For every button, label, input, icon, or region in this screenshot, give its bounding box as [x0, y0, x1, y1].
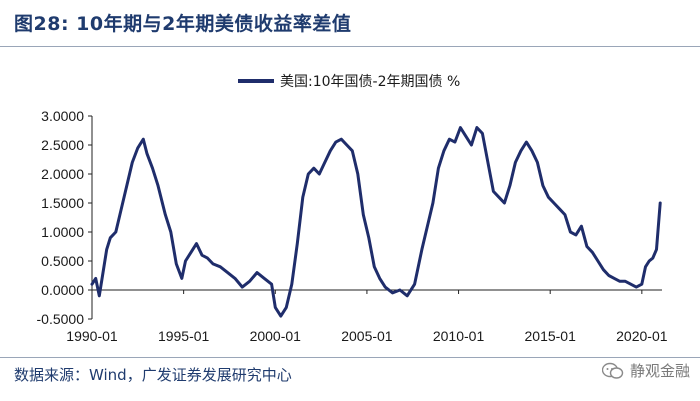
watermark: 静观金融	[601, 360, 690, 381]
x-tick-label: 2005-01	[341, 328, 393, 344]
source-note: 数据来源：Wind，广发证券发展研究中心	[14, 366, 292, 384]
y-tick-label: 1.5000	[41, 195, 84, 211]
chart-title: 图28: 10年期与2年期美债收益率差值	[14, 12, 352, 35]
x-tick-label: 1990-01	[66, 328, 118, 344]
title-divider	[0, 46, 700, 47]
x-tick-label: 1995-01	[158, 328, 210, 344]
legend-label: 美国:10年国债-2年期国债 %	[280, 74, 460, 90]
y-tick-label: -0.5000	[37, 311, 85, 327]
x-tick-label: 2015-01	[525, 328, 577, 344]
y-tick-label: 2.0000	[41, 166, 84, 182]
y-tick-label: 0.5000	[41, 253, 84, 269]
x-tick-label: 2020-01	[616, 328, 668, 344]
legend: 美国:10年国债-2年期国债 %	[238, 74, 460, 90]
y-axis: 3.0000 2.5000 2.0000 1.5000 1.0000 0.5000 0.00…	[37, 108, 93, 327]
y-tick-label: 2.5000	[41, 137, 84, 153]
y-tick-label: 0.0000	[41, 282, 84, 298]
x-tick-label: 2000-01	[250, 328, 302, 344]
footer-divider	[0, 357, 700, 358]
yield-spread-chart: 美国:10年国债-2年期国债 % 3.0000 2.5000 2.0000 1.500…	[37, 74, 668, 344]
series-line	[90, 126, 662, 318]
plot-area	[90, 126, 662, 318]
wechat-icon	[601, 362, 624, 379]
x-tick-label: 2010-01	[433, 328, 485, 344]
watermark-text: 静观金融	[629, 362, 690, 380]
y-tick-label: 3.0000	[41, 108, 84, 124]
x-axis: 1990-01 1995-01 2000-01 2005-01 2010-01 2015-…	[66, 289, 668, 344]
y-tick-label: 1.0000	[41, 224, 84, 240]
